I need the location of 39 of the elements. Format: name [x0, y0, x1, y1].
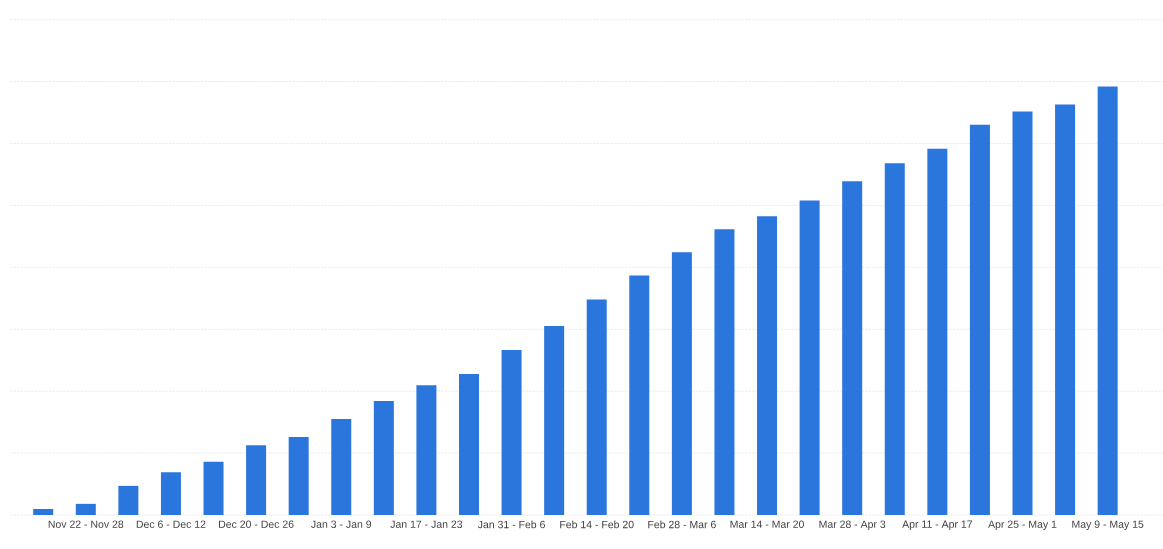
bar: [586, 299, 607, 515]
x-tick-label: Apr 11 - Apr 17: [902, 520, 973, 530]
bar: [118, 485, 139, 515]
x-tick-label: Jan 3 - Jan 9: [311, 520, 372, 528]
bar: [544, 326, 565, 515]
x-tick-label: Jan 17 - Jan 23: [390, 520, 463, 528]
bar: [799, 200, 820, 515]
x-tick-label: Dec 6 - Dec 12: [136, 520, 206, 528]
bar: [757, 216, 778, 515]
bar: [1012, 111, 1033, 515]
bar: [458, 374, 479, 515]
bar: [1055, 104, 1076, 515]
bar: [203, 461, 224, 515]
x-tick-label: Nov 22 - Nov 28: [48, 520, 124, 528]
x-tick-label: Dec 20 - Dec 26: [219, 520, 294, 528]
bar: [969, 124, 990, 515]
x-tick-label: Apr 25 - May 1: [988, 520, 1057, 531]
bar: [416, 385, 437, 515]
x-tick-label: Jan 31 - Feb 6: [477, 520, 545, 529]
bar: [373, 401, 394, 515]
bar: [33, 509, 54, 515]
x-tick-label: Mar 28 - Apr 3: [819, 520, 886, 531]
bar: [1097, 86, 1118, 515]
bar: [75, 503, 96, 515]
x-tick-label: Feb 28 - Mar 6: [648, 520, 716, 529]
bar: [927, 148, 948, 515]
bar: [842, 181, 863, 515]
bar: [331, 419, 352, 515]
bar: [288, 437, 309, 515]
bar: [629, 275, 650, 515]
bar: [714, 229, 735, 515]
x-tick-label: May 9 - May 15: [1072, 520, 1144, 531]
bar: [246, 445, 267, 515]
x-tick-label: Feb 14 - Feb 20: [560, 520, 634, 529]
bar: [501, 350, 522, 515]
bar: [160, 472, 181, 515]
bar: [884, 163, 905, 515]
bar: [671, 252, 692, 515]
x-tick-label: Mar 14 - Mar 20: [730, 520, 804, 528]
